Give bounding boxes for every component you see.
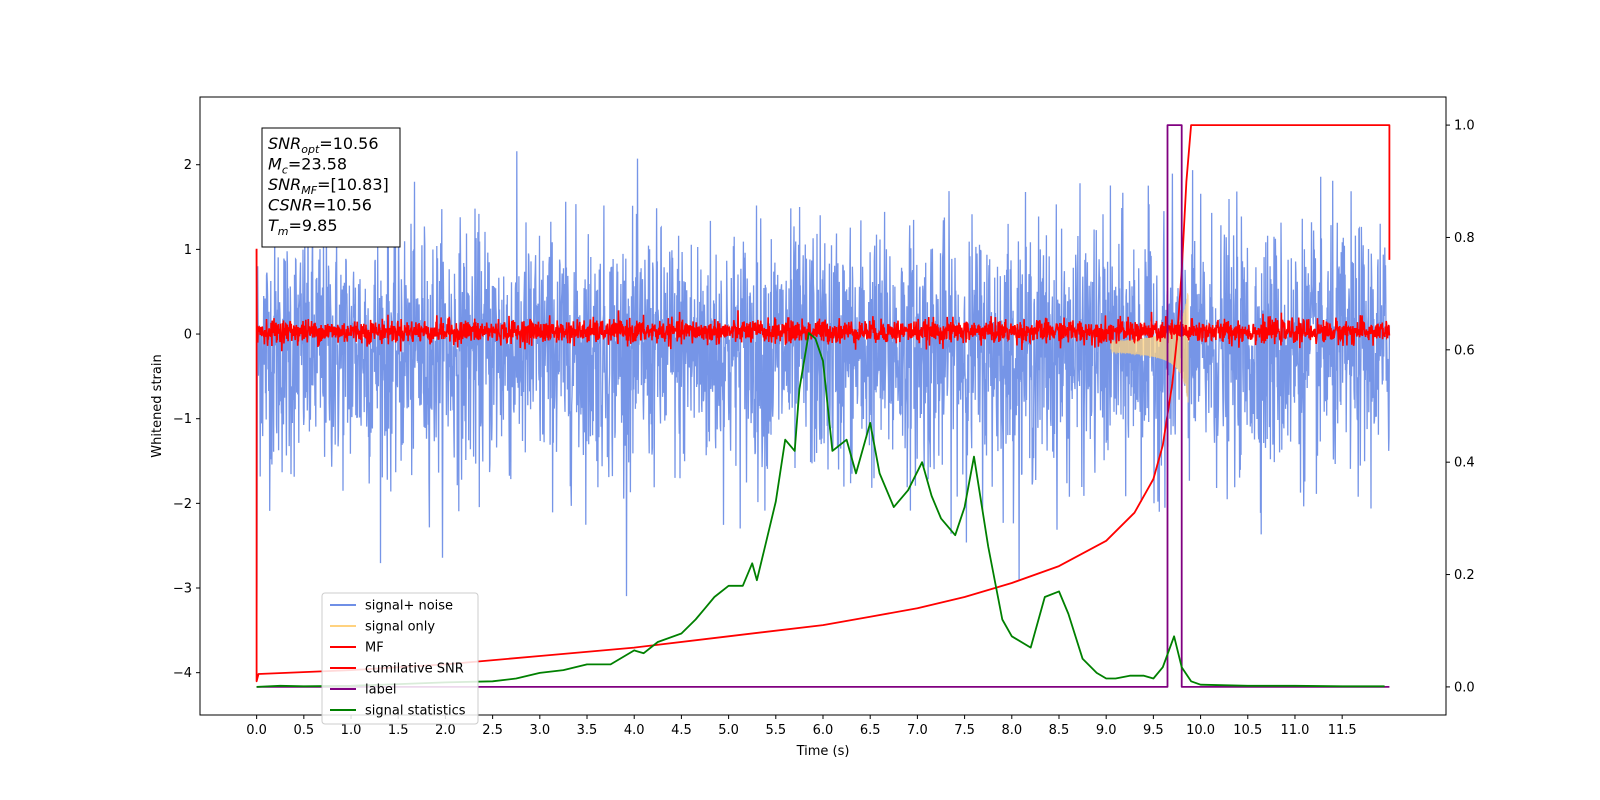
x-tick-label: 6.0 bbox=[813, 723, 834, 738]
x-tick-label: 1.0 bbox=[341, 723, 362, 738]
legend-entry: MF bbox=[330, 641, 384, 656]
y-tick-label-right: 0.2 bbox=[1454, 568, 1475, 583]
y-tick-label-right: 0.6 bbox=[1454, 343, 1475, 358]
annotation-line: Tm=9.85 bbox=[268, 216, 338, 238]
annotation-frame bbox=[261, 127, 401, 248]
legend-frame bbox=[321, 592, 479, 725]
legend: signal+ noise signal only MF cumilative SNR… bbox=[321, 592, 479, 725]
y-axis-right: 0.0 0.2 0.4 0.6 0.8 1.0 bbox=[1446, 119, 1475, 695]
x-axis-label: Time (s) bbox=[796, 744, 850, 759]
series-signal-statistics bbox=[256, 332, 1385, 688]
legend-entry: cumilative SNR bbox=[330, 662, 464, 677]
y-axis-left: −4 −3 −2 −1 0 1 2 bbox=[173, 158, 200, 681]
y-tick-label-left: 2 bbox=[184, 158, 192, 173]
x-tick-label: 7.5 bbox=[954, 723, 975, 738]
x-tick-label: 5.5 bbox=[765, 723, 786, 738]
x-tick-label: 0.5 bbox=[293, 723, 314, 738]
y-tick-label-left: 1 bbox=[184, 243, 192, 258]
x-tick-label: 2.5 bbox=[482, 723, 503, 738]
x-axis: 0.0 0.5 1.0 1.5 2.0 2.5 3.0 3.5 4.0 4.5 5.0 5.5 6.0 6… bbox=[246, 715, 1357, 738]
y-tick-label-left: −1 bbox=[173, 412, 192, 427]
x-tick-label: 11.0 bbox=[1280, 723, 1309, 738]
x-tick-label: 9.0 bbox=[1096, 723, 1117, 738]
series-line-signal-statistics bbox=[256, 332, 1385, 688]
y-tick-label-left: 0 bbox=[184, 328, 192, 343]
x-tick-label: 11.5 bbox=[1328, 723, 1357, 738]
x-tick-label: 3.0 bbox=[529, 723, 550, 738]
y-tick-label-right: 0.0 bbox=[1454, 680, 1475, 695]
x-tick-label: 0.0 bbox=[246, 723, 267, 738]
x-tick-label: 4.5 bbox=[671, 723, 692, 738]
x-tick-label: 5.0 bbox=[718, 723, 739, 738]
legend-label: MF bbox=[365, 641, 384, 656]
annotation-line: SNRopt=10.56 bbox=[268, 134, 379, 156]
series-line-label bbox=[256, 124, 1390, 688]
series-mf bbox=[255, 249, 1391, 352]
annotation-line: Mc=23.58 bbox=[268, 155, 347, 177]
y-tick-label-left: −4 bbox=[173, 666, 192, 681]
y-tick-label-left: −3 bbox=[173, 582, 192, 597]
annotation-line: SNRMF=[10.83] bbox=[268, 175, 389, 197]
series-signal-noise bbox=[255, 151, 1391, 682]
x-tick-label: 8.5 bbox=[1049, 723, 1070, 738]
annotation-line: CSNR=10.56 bbox=[268, 196, 372, 215]
y-tick-label-right: 0.4 bbox=[1454, 456, 1475, 471]
x-tick-label: 1.5 bbox=[388, 723, 409, 738]
y-tick-label-right: 1.0 bbox=[1454, 119, 1475, 134]
series-label bbox=[256, 124, 1390, 688]
legend-label: label bbox=[365, 683, 396, 698]
x-tick-label: 2.0 bbox=[435, 723, 456, 738]
x-tick-label: 6.5 bbox=[860, 723, 881, 738]
legend-label: signal statistics bbox=[365, 704, 466, 719]
legend-entry: signal only bbox=[330, 620, 435, 635]
x-tick-label: 7.0 bbox=[907, 723, 928, 738]
x-tick-label: 10.5 bbox=[1233, 723, 1262, 738]
x-tick-label: 3.5 bbox=[577, 723, 598, 738]
legend-entry: label bbox=[330, 683, 396, 698]
x-tick-label: 8.0 bbox=[1001, 723, 1022, 738]
legend-label: signal only bbox=[365, 620, 435, 635]
x-tick-label: 10.0 bbox=[1186, 723, 1215, 738]
x-tick-label: 4.0 bbox=[624, 723, 645, 738]
legend-entry: signal statistics bbox=[330, 704, 466, 719]
legend-label: signal+ noise bbox=[365, 599, 453, 614]
y-axis-label-left: Whitened strain bbox=[150, 354, 165, 457]
annotation-box: SNRopt=10.56Mc=23.58SNRMF=[10.83]CSNR=10… bbox=[261, 127, 401, 248]
y-tick-label-left: −2 bbox=[173, 497, 192, 512]
y-tick-label-right: 0.8 bbox=[1454, 231, 1475, 246]
legend-entry: signal+ noise bbox=[330, 599, 453, 614]
legend-label: cumilative SNR bbox=[365, 662, 464, 677]
x-tick-label: 9.5 bbox=[1143, 723, 1164, 738]
